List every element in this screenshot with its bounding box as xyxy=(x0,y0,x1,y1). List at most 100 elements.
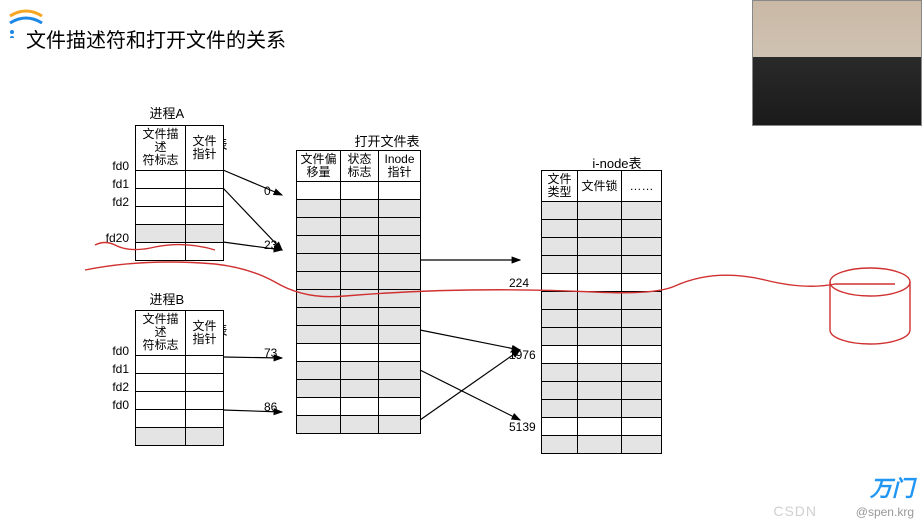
table-cell xyxy=(622,400,662,418)
table-cell xyxy=(622,220,662,238)
csdn-watermark: CSDN xyxy=(773,503,817,519)
table-cell xyxy=(136,373,186,391)
table-cell xyxy=(297,416,341,434)
table-cell xyxy=(542,292,578,310)
table-cell xyxy=(542,418,578,436)
table-cell xyxy=(341,272,379,290)
table-cell xyxy=(622,364,662,382)
table-cell xyxy=(341,380,379,398)
index-label: 73 xyxy=(264,346,277,360)
index-label: 224 xyxy=(509,276,529,290)
table-cell xyxy=(578,274,622,292)
fd-label: fd1 xyxy=(99,177,129,191)
table-cell xyxy=(341,326,379,344)
table-cell xyxy=(186,391,224,409)
fd-label: fd0 xyxy=(99,398,129,412)
table-cell xyxy=(379,290,421,308)
proc-b-table: 文件描述符标志文件指针 xyxy=(135,310,224,446)
table-cell xyxy=(297,272,341,290)
openfile-table: 文件偏移量状态标志Inode指针 xyxy=(296,150,421,434)
table-cell xyxy=(136,242,186,260)
table-cell xyxy=(297,308,341,326)
table-header: 文件指针 xyxy=(186,126,224,171)
table-cell xyxy=(297,200,341,218)
table-cell xyxy=(578,328,622,346)
table-header: 文件偏移量 xyxy=(297,151,341,182)
table-cell xyxy=(186,427,224,445)
proc-a-label-1: 进程A xyxy=(149,106,184,121)
table-cell xyxy=(136,427,186,445)
table-cell xyxy=(622,346,662,364)
index-label: 0 xyxy=(264,184,271,198)
table-cell xyxy=(622,436,662,454)
table-cell xyxy=(186,373,224,391)
table-cell xyxy=(622,256,662,274)
table-cell xyxy=(136,355,186,373)
table-cell xyxy=(379,326,421,344)
table-cell xyxy=(542,274,578,292)
table-cell xyxy=(542,436,578,454)
table-cell xyxy=(341,344,379,362)
table-cell xyxy=(136,206,186,224)
index-label: 5139 xyxy=(509,420,536,434)
table-header: 文件类型 xyxy=(542,171,578,202)
table-cell xyxy=(542,328,578,346)
table-cell xyxy=(622,418,662,436)
table-cell xyxy=(622,202,662,220)
fd-label: fd20 xyxy=(99,231,129,245)
table-cell xyxy=(186,188,224,206)
table-cell xyxy=(622,328,662,346)
table-header: …… xyxy=(622,171,662,202)
table-header: Inode指针 xyxy=(379,151,421,182)
table-cell xyxy=(578,364,622,382)
openfile-label-1: 打开文件表 xyxy=(354,134,419,149)
diagram-area: 进程A 文件描述符表 文件描述符标志文件指针 进程B 文件描述符表 文件描述符标… xyxy=(0,90,922,520)
table-cell xyxy=(136,409,186,427)
table-cell xyxy=(379,362,421,380)
table-cell xyxy=(186,409,224,427)
table-cell xyxy=(136,224,186,242)
fd-label: fd1 xyxy=(99,362,129,376)
table-cell xyxy=(542,400,578,418)
wanmen-watermark: 万门 xyxy=(870,471,914,503)
table-cell xyxy=(379,398,421,416)
table-cell xyxy=(379,182,421,200)
index-label: 86 xyxy=(264,400,277,414)
table-cell xyxy=(542,346,578,364)
table-cell xyxy=(297,182,341,200)
table-cell xyxy=(341,182,379,200)
table-cell xyxy=(622,274,662,292)
table-cell xyxy=(136,188,186,206)
table-header: 文件指针 xyxy=(186,311,224,356)
table-cell xyxy=(542,238,578,256)
table-cell xyxy=(578,256,622,274)
table-cell xyxy=(379,308,421,326)
table-cell xyxy=(186,242,224,260)
index-label: 1976 xyxy=(509,348,536,362)
table-cell xyxy=(379,218,421,236)
table-cell xyxy=(578,436,622,454)
table-header: 状态标志 xyxy=(341,151,379,182)
proc-a-table: 文件描述符标志文件指针 xyxy=(135,125,224,261)
table-cell xyxy=(186,206,224,224)
table-cell xyxy=(542,382,578,400)
table-cell xyxy=(341,218,379,236)
table-cell xyxy=(379,344,421,362)
table-cell xyxy=(297,398,341,416)
table-cell xyxy=(542,310,578,328)
table-cell xyxy=(341,398,379,416)
table-cell xyxy=(297,218,341,236)
table-cell xyxy=(297,380,341,398)
url-watermark: @spen.krg xyxy=(856,505,914,519)
table-header: 文件描述符标志 xyxy=(136,126,186,171)
table-cell xyxy=(379,254,421,272)
table-cell xyxy=(341,236,379,254)
fd-label: fd2 xyxy=(99,380,129,394)
page-title: 文件描述符和打开文件的关系 xyxy=(26,24,286,53)
table-cell xyxy=(578,202,622,220)
fd-label: fd0 xyxy=(99,159,129,173)
table-cell xyxy=(542,256,578,274)
table-cell xyxy=(542,202,578,220)
inode-table: 文件类型文件锁…… xyxy=(541,170,662,454)
table-cell xyxy=(578,310,622,328)
